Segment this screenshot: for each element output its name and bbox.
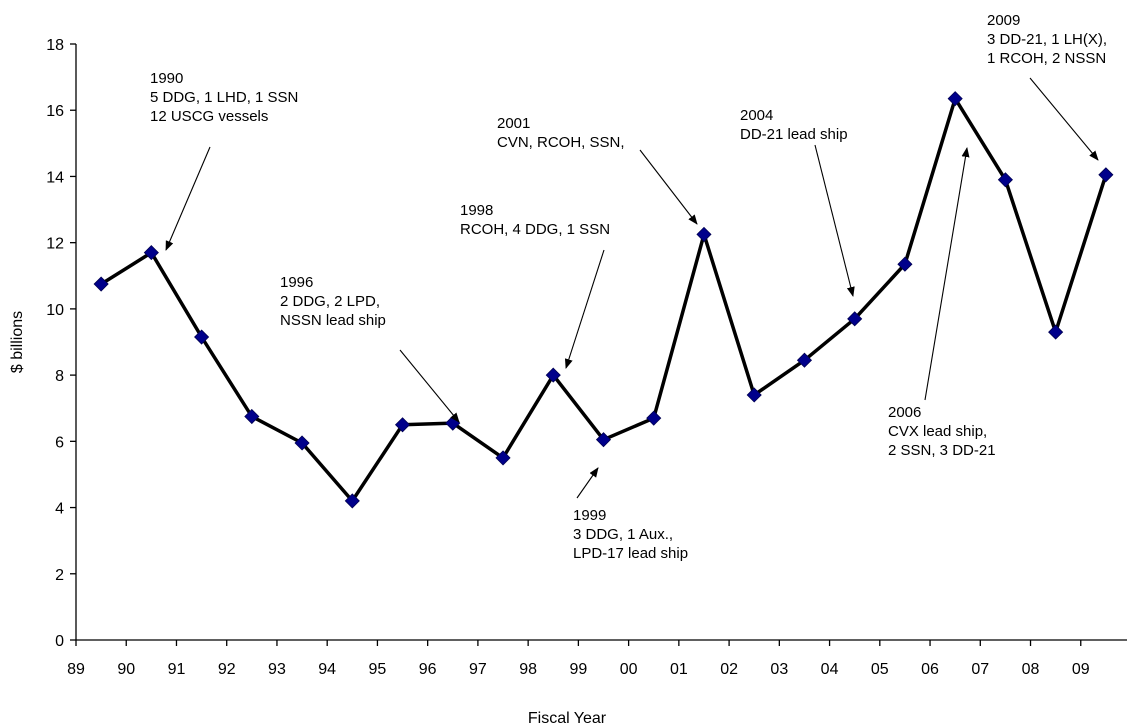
x-tick-label: 08 bbox=[1022, 661, 1040, 678]
x-tick-label: 02 bbox=[720, 661, 738, 678]
annotation-line: 1 RCOH, 2 NSSN bbox=[987, 50, 1106, 67]
annotation-line: 2006 bbox=[888, 404, 921, 421]
data-point bbox=[194, 329, 210, 345]
data-point bbox=[244, 408, 260, 425]
data-point bbox=[897, 256, 913, 272]
x-tick-label: 98 bbox=[519, 661, 537, 678]
x-tick-label: 92 bbox=[218, 661, 236, 678]
annotation-line: DD-21 lead ship bbox=[740, 126, 848, 143]
annotation-line: 3 DDG, 1 Aux., bbox=[573, 526, 673, 543]
y-tick-label: 18 bbox=[46, 37, 64, 54]
x-tick-label: 04 bbox=[821, 661, 839, 678]
data-point bbox=[947, 91, 963, 107]
y-tick-label: 10 bbox=[46, 302, 64, 319]
annotation-arrow bbox=[1029, 77, 1099, 161]
annotation-label: 2004 DD-21 lead ship bbox=[740, 107, 848, 143]
x-tick-label: 00 bbox=[620, 661, 638, 678]
x-tick-label: 09 bbox=[1072, 661, 1090, 678]
y-tick-label: 16 bbox=[46, 103, 64, 120]
y-tick-label: 12 bbox=[46, 236, 64, 253]
data-point bbox=[143, 245, 159, 261]
x-tick-label: 97 bbox=[469, 661, 487, 678]
data-point bbox=[495, 450, 511, 466]
x-tick-label: 94 bbox=[318, 661, 336, 678]
annotation-arrow bbox=[924, 147, 970, 401]
annotation-line: 2 SSN, 3 DD-21 bbox=[888, 442, 996, 459]
annotation-line: RCOH, 4 DDG, 1 SSN bbox=[460, 221, 610, 238]
x-tick-label: 03 bbox=[770, 661, 788, 678]
data-point bbox=[796, 352, 813, 368]
x-tick-label: 93 bbox=[268, 661, 286, 678]
data-point bbox=[746, 387, 762, 403]
annotation-line: 2009 bbox=[987, 12, 1020, 29]
x-tick-label: 07 bbox=[971, 661, 989, 678]
annotation-label: 1998 RCOH, 4 DDG, 1 SSN bbox=[460, 202, 610, 238]
y-tick-label: 0 bbox=[55, 633, 64, 650]
x-tick-label: 96 bbox=[419, 661, 437, 678]
y-tick-label: 8 bbox=[55, 368, 64, 385]
data-point bbox=[294, 435, 310, 451]
data-point bbox=[696, 226, 712, 242]
y-axis-title: $ billions bbox=[9, 311, 26, 373]
annotation-arrow bbox=[576, 467, 599, 499]
annotation-line: 2004 bbox=[740, 107, 773, 124]
data-point bbox=[394, 417, 411, 433]
y-tick-label: 14 bbox=[46, 169, 64, 186]
annotation-arrow bbox=[639, 149, 698, 225]
annotation-line: 3 DD-21, 1 LH(X), bbox=[987, 31, 1107, 48]
annotation-arrow bbox=[399, 349, 460, 423]
data-point bbox=[93, 276, 109, 292]
annotation-line: 2001 bbox=[497, 115, 530, 132]
y-tick-label: 4 bbox=[55, 501, 64, 518]
annotation-line: 1990 bbox=[150, 70, 183, 87]
y-tick-label: 2 bbox=[55, 567, 64, 584]
annotation-label: 1999 3 DDG, 1 Aux., LPD-17 lead ship bbox=[573, 507, 688, 562]
annotation-line: NSSN lead ship bbox=[280, 312, 386, 329]
data-point bbox=[545, 367, 561, 383]
x-tick-label: 91 bbox=[168, 661, 186, 678]
annotation-line: 1998 bbox=[460, 202, 493, 219]
x-tick-label: 01 bbox=[670, 661, 688, 678]
x-tick-label: 89 bbox=[67, 661, 85, 678]
annotation-line: CVX lead ship, bbox=[888, 423, 987, 440]
x-tick-label: 06 bbox=[921, 661, 939, 678]
x-tick-label: 95 bbox=[369, 661, 387, 678]
annotation-label: 2009 3 DD-21, 1 LH(X), 1 RCOH, 2 NSSN bbox=[987, 12, 1107, 67]
annotation-arrow bbox=[564, 249, 605, 369]
annotation-line: 12 USCG vessels bbox=[150, 108, 268, 125]
annotation-line: LPD-17 lead ship bbox=[573, 545, 688, 562]
annotation-line: 5 DDG, 1 LHD, 1 SSN bbox=[150, 89, 298, 106]
x-axis-title: Fiscal Year bbox=[528, 710, 607, 727]
data-point bbox=[344, 493, 360, 509]
x-tick-label: 90 bbox=[117, 661, 135, 678]
x-tick-label: 05 bbox=[871, 661, 889, 678]
data-point bbox=[997, 172, 1013, 188]
annotation-line: 1996 bbox=[280, 274, 313, 291]
annotation-label: 2001 CVN, RCOH, SSN, bbox=[497, 115, 625, 151]
y-tick-label: 6 bbox=[55, 434, 64, 451]
annotation-arrow bbox=[814, 144, 855, 297]
data-point bbox=[595, 432, 612, 448]
annotation-label: 1990 5 DDG, 1 LHD, 1 SSN 12 USCG vessels bbox=[150, 70, 298, 125]
annotation-line: CVN, RCOH, SSN, bbox=[497, 134, 625, 151]
annotation-line: 1999 bbox=[573, 507, 606, 524]
annotation-line: 2 DDG, 2 LPD, bbox=[280, 293, 380, 310]
data-point bbox=[847, 311, 863, 327]
annotation-label: 1996 2 DDG, 2 LPD, NSSN lead ship bbox=[280, 274, 386, 329]
x-tick-label: 99 bbox=[569, 661, 587, 678]
data-point bbox=[646, 410, 662, 426]
data-point bbox=[1098, 167, 1114, 183]
data-point bbox=[1048, 324, 1064, 340]
annotation-label: 2006 CVX lead ship, 2 SSN, 3 DD-21 bbox=[888, 404, 996, 459]
annotation-arrow bbox=[165, 146, 211, 251]
